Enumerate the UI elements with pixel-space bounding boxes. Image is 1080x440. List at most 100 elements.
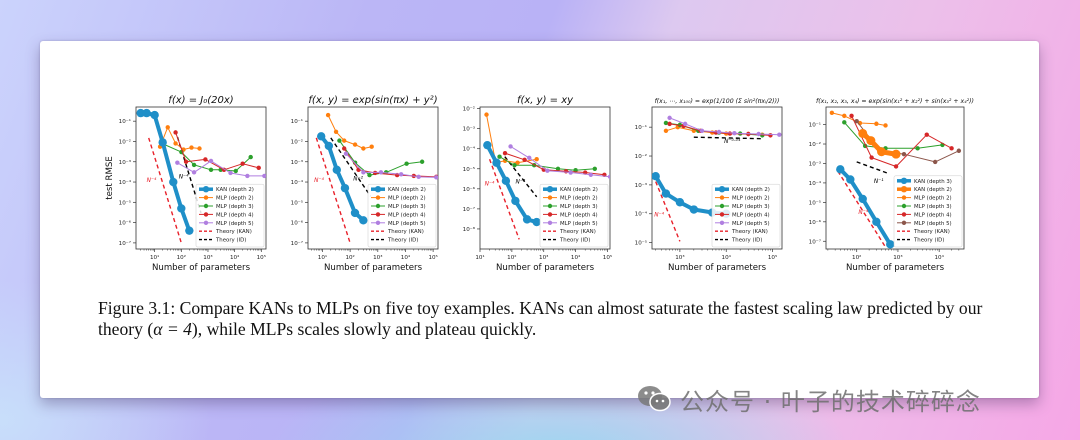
legend-marker bbox=[547, 195, 553, 200]
series-line-theory-kan bbox=[315, 137, 351, 244]
x-axis-label: Number of parameters bbox=[152, 263, 251, 273]
data-point-kan-depth-2 bbox=[150, 110, 159, 120]
data-point-mlp-depth-4 bbox=[372, 170, 378, 176]
series-line-mlp-depth-5 bbox=[510, 145, 610, 178]
data-point-mlp-depth-4 bbox=[173, 130, 178, 135]
legend-entry: MLP (depth 2) bbox=[216, 196, 254, 202]
legend-box bbox=[893, 175, 963, 248]
caption-math: α = 4 bbox=[153, 319, 192, 339]
legend-entry: Theory (ID) bbox=[215, 238, 246, 244]
y-tick-label: 10⁻⁴ bbox=[291, 179, 304, 186]
legend-entry: MLP (depth 2) bbox=[388, 196, 426, 202]
legend-entry: MLP (depth 3) bbox=[216, 204, 254, 210]
data-point-kan-depth-2 bbox=[316, 132, 326, 141]
data-point-kan-depth-3 bbox=[858, 194, 867, 204]
x-axis-label: Number of parameters bbox=[496, 263, 595, 273]
data-point-mlp-depth-2 bbox=[829, 110, 835, 116]
legend-marker bbox=[901, 220, 907, 225]
data-point-mlp-depth-3 bbox=[233, 168, 238, 174]
series-line-theory-kan bbox=[655, 181, 681, 242]
legend-marker bbox=[203, 203, 209, 209]
chart-svg: f(x₁, x₂, x₃, x₄) = exp(sin(x₁² + x₂²) +… bbox=[809, 98, 974, 273]
legend-entry: KAN (depth 3) bbox=[914, 179, 952, 185]
y-tick-label: 10⁻³ bbox=[809, 160, 821, 167]
series-line-theory-id bbox=[330, 137, 372, 197]
y-tick-label: 10⁻¹ bbox=[635, 124, 647, 131]
legend-marker bbox=[719, 195, 725, 200]
data-point-mlp-depth-3 bbox=[512, 163, 517, 168]
data-point-mlp-depth-4 bbox=[667, 121, 672, 127]
x-tick-label: 10³ bbox=[373, 254, 382, 261]
legend-box bbox=[195, 183, 265, 248]
data-point-kan-depth-2 bbox=[522, 215, 532, 224]
data-point-mlp-depth-2 bbox=[341, 138, 347, 143]
x-tick-label: 10³ bbox=[893, 254, 902, 261]
x-tick-label: 10⁴ bbox=[230, 254, 240, 261]
legend-marker bbox=[547, 203, 553, 209]
series-line-mlp-depth-5 bbox=[345, 153, 437, 178]
series-line-mlp-depth-4 bbox=[504, 152, 605, 176]
legend-entry: MLP (depth 3) bbox=[732, 204, 770, 210]
data-point-mlp-depth-4 bbox=[869, 155, 874, 160]
x-tick-label: 10⁴ bbox=[571, 254, 581, 261]
series-line-mlp-depth-4 bbox=[175, 132, 259, 171]
annotation-label: N⁻⁴ bbox=[654, 212, 664, 219]
series-line-theory-id bbox=[693, 136, 763, 140]
data-point-mlp-depth-5 bbox=[508, 144, 513, 149]
legend-marker bbox=[901, 203, 907, 209]
legend-box bbox=[367, 183, 437, 248]
legend-marker bbox=[719, 212, 725, 217]
data-point-kan-depth-2 bbox=[158, 138, 167, 147]
data-point-mlp-depth-2 bbox=[165, 125, 170, 130]
legend-marker bbox=[203, 212, 209, 217]
series-group bbox=[483, 112, 610, 240]
legend-entry: MLP (depth 5) bbox=[732, 221, 770, 227]
legend-entry: MLP (depth 2) bbox=[914, 196, 952, 202]
y-tick-label: 10⁻⁴ bbox=[119, 179, 132, 186]
legend-entry: Theory (ID) bbox=[913, 238, 944, 244]
data-point-kan-depth-2 bbox=[689, 205, 699, 214]
y-tick-label: 10⁻⁷ bbox=[809, 238, 821, 245]
x-tick-label: 10¹ bbox=[475, 254, 484, 261]
legend-marker bbox=[375, 212, 381, 217]
y-tick-label: 10⁻⁷ bbox=[119, 240, 131, 247]
data-point-mlp-depth-3 bbox=[208, 167, 214, 173]
x-tick-label: 10⁴ bbox=[401, 254, 411, 261]
chart-svg: f(x, y) = xy 10⁻⁸ 10⁻⁷ 10⁻⁶ 10⁻⁵ 10⁻⁴ 10⁻³ 10⁻²… bbox=[463, 95, 612, 273]
data-point-kan-depth-2 bbox=[652, 171, 660, 181]
y-tick-label: 10⁻⁴ bbox=[635, 211, 648, 218]
x-tick-label: 10⁴ bbox=[934, 254, 944, 261]
data-point-mlp-depth-2 bbox=[369, 144, 374, 149]
data-point-mlp-depth-3 bbox=[842, 120, 847, 125]
x-tick-label: 10³ bbox=[203, 254, 212, 261]
legend-entry: MLP (depth 4) bbox=[388, 212, 426, 218]
y-tick-label: 10⁻³ bbox=[635, 182, 647, 189]
x-tick-label: 10² bbox=[507, 254, 516, 261]
chart-title: f(x, y) = xy bbox=[517, 95, 574, 106]
annotation-label: N⁻⁰·⁰⁴ bbox=[724, 138, 741, 145]
data-point-kan-depth-2 bbox=[483, 140, 492, 150]
x-tick-label: 10³ bbox=[675, 254, 684, 261]
data-point-mlp-depth-5 bbox=[527, 155, 532, 161]
chart-4d: f(x₁, x₂, x₃, x₄) = exp(sin(x₁² + x₂²) +… bbox=[788, 93, 974, 273]
data-point-mlp-depth-5 bbox=[175, 160, 180, 165]
data-point-kan-depth-3 bbox=[872, 217, 881, 227]
chart-title: f(x₁, ⋯, x₁₀₀) = exp(1/100 (Σ sin²(πxᵢ/2… bbox=[655, 98, 780, 105]
data-point-mlp-depth-5 bbox=[682, 121, 688, 127]
legend-entry: Theory (KAN) bbox=[913, 229, 950, 235]
legend-marker bbox=[901, 212, 907, 217]
data-point-kan-depth-2 bbox=[661, 189, 671, 198]
data-point-mlp-depth-5 bbox=[228, 170, 233, 176]
data-point-mlp-depth-2 bbox=[874, 121, 879, 126]
x-tick-label: 10⁵ bbox=[257, 254, 266, 261]
data-point-mlp-depth-4 bbox=[949, 146, 954, 151]
data-point-mlp-depth-3 bbox=[497, 154, 502, 159]
annotation-label: N⁻⁴ bbox=[485, 180, 495, 187]
legend-marker bbox=[375, 195, 381, 200]
chart-title: f(x, y) = exp(sin(πx) + y²) bbox=[308, 95, 437, 106]
legend-entry: MLP (depth 5) bbox=[216, 221, 254, 227]
data-point-mlp-depth-5 bbox=[343, 151, 349, 156]
data-point-mlp-depth-5 bbox=[378, 170, 384, 175]
chart-xy: f(x, y) = xy 10⁻⁸ 10⁻⁷ 10⁻⁶ 10⁻⁵ 10⁻⁴ 10⁻³ 10⁻²… bbox=[442, 93, 614, 273]
legend-entry: MLP (depth 2) bbox=[732, 196, 770, 202]
